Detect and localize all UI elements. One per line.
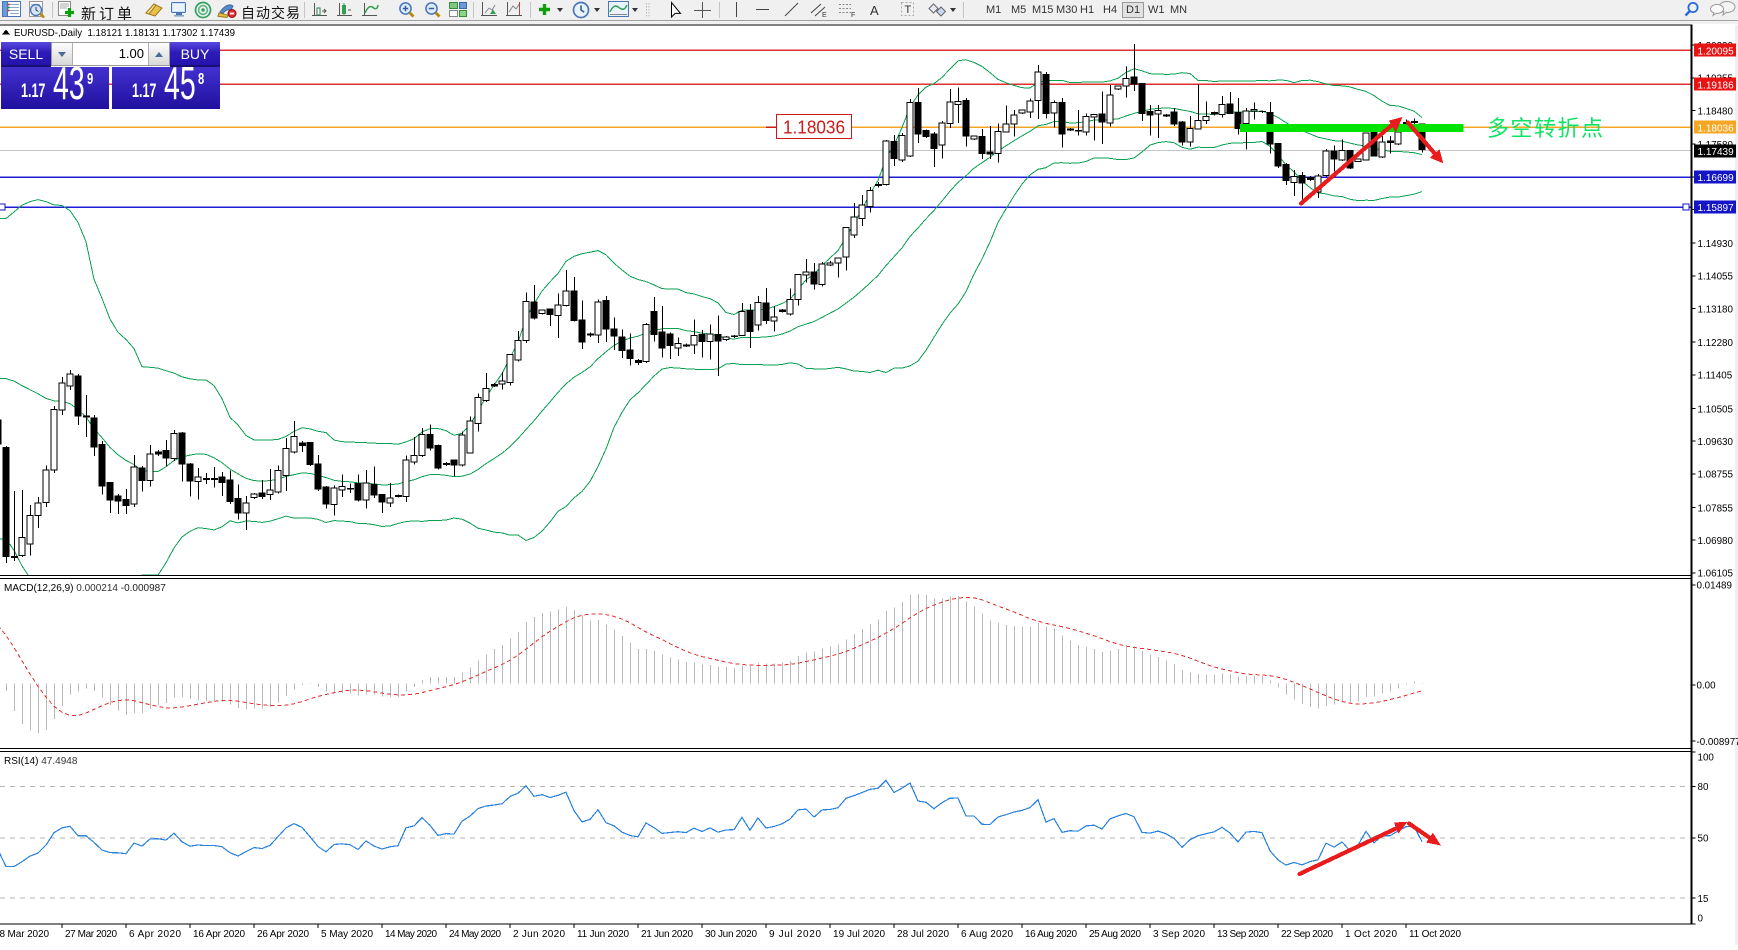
svg-text:1.14055: 1.14055	[1698, 272, 1734, 283]
svg-text:11 Jun 2020: 11 Jun 2020	[577, 929, 629, 940]
svg-text:1.18036: 1.18036	[783, 117, 845, 138]
svg-text:11 Oct 2020: 11 Oct 2020	[1409, 929, 1461, 940]
svg-text:13 Sep 2020: 13 Sep 2020	[1217, 929, 1269, 940]
svg-text:1.09630: 1.09630	[1698, 437, 1734, 448]
svg-text:1.18480: 1.18480	[1698, 106, 1734, 117]
svg-text:19 Jul 2020: 19 Jul 2020	[833, 929, 885, 940]
svg-text:50: 50	[1698, 834, 1709, 845]
svg-text:-0.008977: -0.008977	[1697, 737, 1738, 748]
svg-text:E: E	[822, 12, 827, 18]
svg-text:3 Sep 2020: 3 Sep 2020	[1153, 929, 1205, 940]
svg-text:1.15897: 1.15897	[1698, 203, 1735, 214]
svg-text:28 Jul 2020: 28 Jul 2020	[897, 929, 949, 940]
svg-text:16 Aug 2020: 16 Aug 2020	[1025, 929, 1077, 940]
svg-text:5 May 2020: 5 May 2020	[321, 929, 373, 940]
svg-text:RSI(14) 47.4948: RSI(14) 47.4948	[4, 756, 78, 767]
svg-text:21 Jun 2020: 21 Jun 2020	[641, 929, 693, 940]
svg-text:0.00: 0.00	[1697, 681, 1717, 692]
svg-text:6 Apr 2020: 6 Apr 2020	[129, 929, 181, 940]
svg-text:MACD(12,26,9) 0.000214 -0.0009: MACD(12,26,9) 0.000214 -0.000987	[4, 583, 166, 594]
svg-text:T: T	[905, 4, 912, 16]
svg-text:0: 0	[1698, 913, 1704, 924]
svg-text:2 Jun 2020: 2 Jun 2020	[513, 929, 565, 940]
svg-text:0.01489: 0.01489	[1697, 581, 1732, 592]
svg-text:1.06980: 1.06980	[1698, 536, 1734, 547]
svg-text:80: 80	[1698, 782, 1709, 793]
svg-text:27 Mar 2020: 27 Mar 2020	[65, 929, 117, 940]
svg-text:1.19186: 1.19186	[1698, 80, 1735, 91]
svg-text:25 Aug 2020: 25 Aug 2020	[1089, 929, 1141, 940]
svg-text:1 Oct 2020: 1 Oct 2020	[1345, 929, 1397, 940]
svg-text:6 Aug 2020: 6 Aug 2020	[961, 929, 1013, 940]
svg-text:26 Apr 2020: 26 Apr 2020	[257, 929, 309, 940]
svg-text:22 Sep 2020: 22 Sep 2020	[1281, 929, 1333, 940]
svg-text:18 Mar 2020: 18 Mar 2020	[0, 929, 49, 940]
svg-text:1.08755: 1.08755	[1698, 470, 1734, 481]
svg-text:1.06105: 1.06105	[1698, 569, 1734, 580]
svg-text:1.18036: 1.18036	[1698, 123, 1735, 134]
svg-text:EURUSD-,Daily 1.18121 1.18131: EURUSD-,Daily 1.18121 1.18131 1.17302 1.…	[14, 27, 235, 39]
svg-text:1.12280: 1.12280	[1698, 338, 1734, 349]
svg-text:1.07855: 1.07855	[1698, 503, 1734, 514]
svg-text:100: 100	[1698, 752, 1715, 763]
svg-text:1.17439: 1.17439	[1698, 147, 1735, 158]
svg-text:1.10505: 1.10505	[1698, 404, 1734, 415]
svg-text:1.11405: 1.11405	[1698, 371, 1733, 382]
svg-text:24 May 2020: 24 May 2020	[449, 929, 501, 940]
svg-text:16 Apr 2020: 16 Apr 2020	[193, 929, 245, 940]
svg-text:1.14930: 1.14930	[1698, 239, 1734, 250]
svg-text:9 Jul 2020: 9 Jul 2020	[769, 929, 821, 940]
svg-text:F: F	[851, 12, 855, 18]
svg-text:30 Jun 2020: 30 Jun 2020	[705, 929, 757, 940]
svg-text:15: 15	[1698, 894, 1709, 905]
svg-text:1.16699: 1.16699	[1698, 173, 1735, 184]
svg-text:14 May 2020: 14 May 2020	[385, 929, 437, 940]
svg-text:1.13180: 1.13180	[1698, 304, 1734, 315]
svg-text:1.20095: 1.20095	[1698, 46, 1735, 57]
svg-text:多空转折点: 多空转折点	[1487, 116, 1605, 141]
